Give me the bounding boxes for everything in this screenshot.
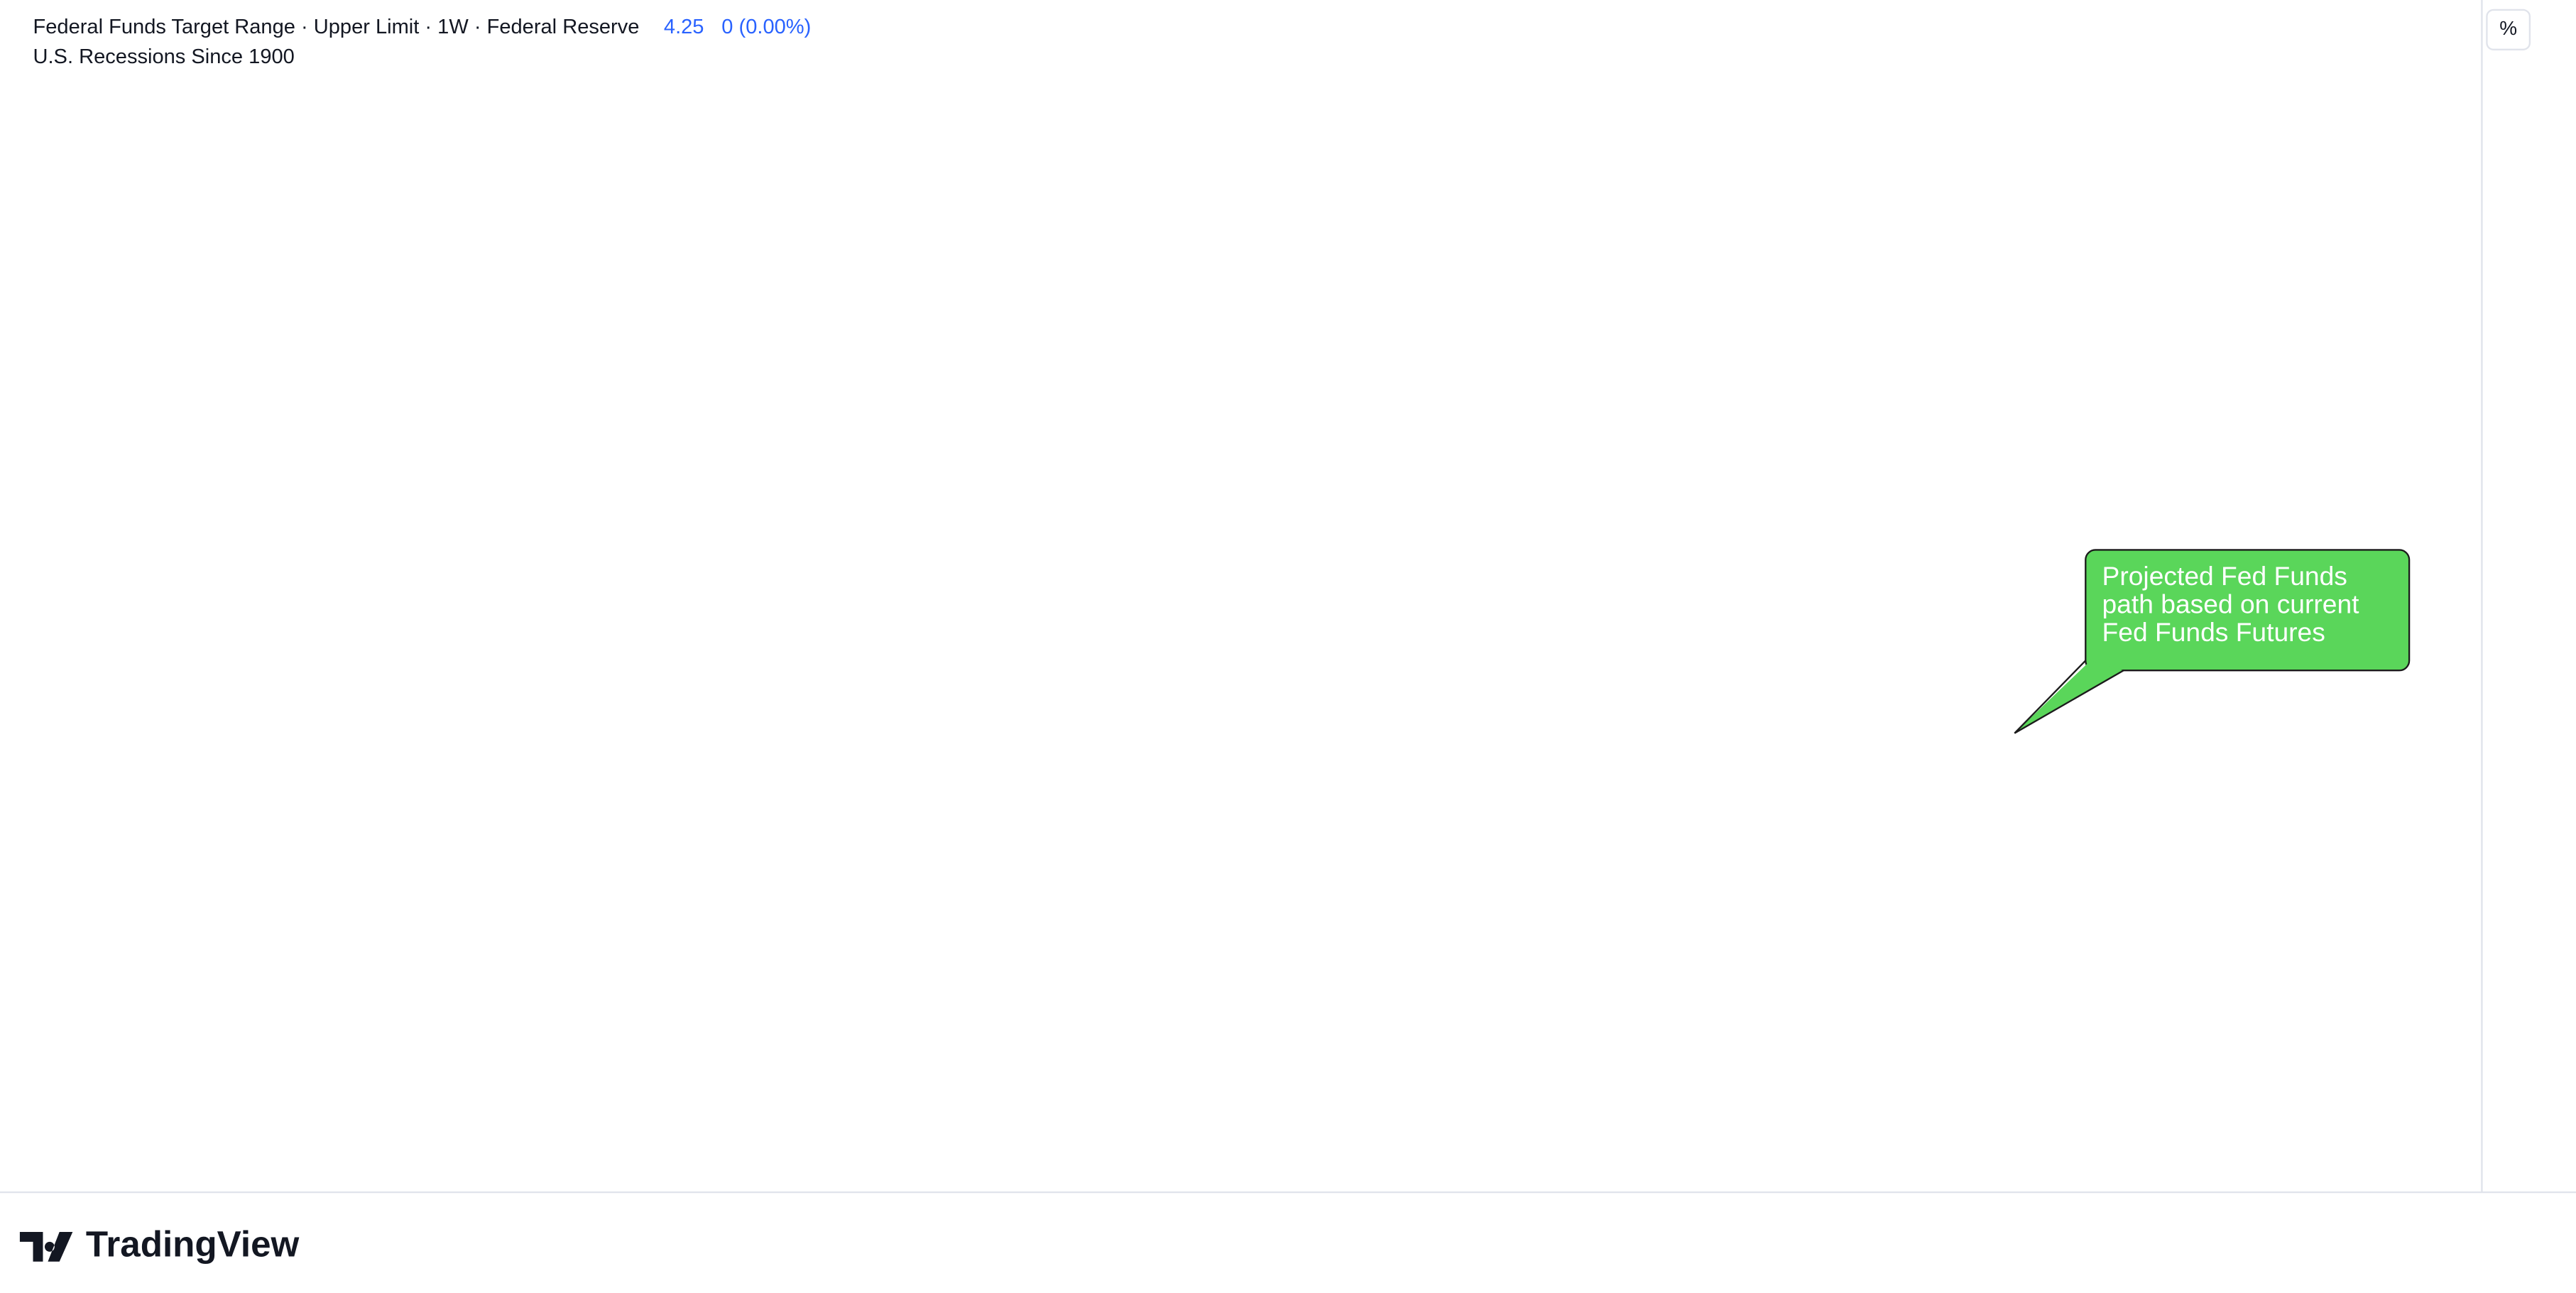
logo-mark bbox=[19, 1231, 73, 1262]
last-value: 4.25 bbox=[664, 16, 704, 38]
chart-title: U.S. Recessions Since 1900 bbox=[33, 45, 295, 68]
callout-pointer bbox=[2014, 660, 2124, 733]
callout-text: path based on current bbox=[2102, 589, 2360, 618]
unit-label: % bbox=[2499, 17, 2517, 39]
callout-box bbox=[2085, 549, 2411, 672]
callout-pointer-edge bbox=[2014, 660, 2124, 734]
callout-text: Fed Funds Futures bbox=[2102, 617, 2325, 647]
brand: TradingView bbox=[86, 1223, 300, 1264]
unit-box bbox=[2486, 9, 2531, 50]
logo: TradingView bbox=[19, 1223, 300, 1264]
change: 0 (0.00%) bbox=[721, 16, 811, 38]
series-title: Federal Funds Target Range · Upper Limit… bbox=[33, 16, 640, 38]
callout-text: Projected Fed Funds bbox=[2102, 561, 2347, 591]
